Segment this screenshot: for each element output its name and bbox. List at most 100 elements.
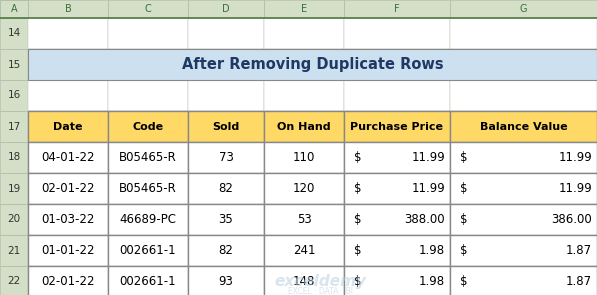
Text: 148: 148: [293, 275, 315, 288]
Bar: [264, 18, 344, 49]
Bar: [108, 235, 188, 266]
Bar: [108, 0, 188, 18]
Text: F: F: [394, 4, 400, 14]
Bar: [188, 266, 264, 295]
Bar: [108, 204, 188, 235]
Text: 73: 73: [219, 151, 233, 164]
Bar: [188, 18, 264, 49]
Bar: [28, 18, 108, 49]
Text: 11.99: 11.99: [411, 151, 445, 164]
Bar: [108, 142, 188, 173]
Text: Code: Code: [133, 122, 164, 132]
Bar: [28, 142, 108, 173]
Bar: [344, 235, 450, 266]
Bar: [264, 49, 344, 80]
Bar: [450, 111, 597, 142]
Text: 1.98: 1.98: [419, 244, 445, 257]
Bar: [264, 111, 344, 142]
Text: 17: 17: [7, 122, 21, 132]
Text: E: E: [301, 4, 307, 14]
Bar: [450, 18, 597, 49]
Text: B05465-R: B05465-R: [119, 151, 177, 164]
Text: 11.99: 11.99: [558, 151, 592, 164]
Bar: [108, 204, 188, 235]
Bar: [344, 235, 450, 266]
Bar: [264, 235, 344, 266]
Text: 20: 20: [7, 214, 20, 224]
Text: Date: Date: [53, 122, 83, 132]
Bar: [344, 173, 450, 204]
Text: After Removing Duplicate Rows: After Removing Duplicate Rows: [181, 57, 444, 72]
Bar: [450, 173, 597, 204]
Bar: [188, 204, 264, 235]
Bar: [28, 266, 108, 295]
Text: $: $: [460, 213, 467, 226]
Text: C: C: [144, 4, 152, 14]
Bar: [0, 235, 28, 266]
Bar: [450, 235, 597, 266]
Bar: [264, 173, 344, 204]
Text: 16: 16: [7, 91, 21, 101]
Bar: [344, 80, 450, 111]
Bar: [0, 80, 28, 111]
Bar: [28, 49, 597, 80]
Bar: [0, 111, 28, 142]
Text: $: $: [460, 182, 467, 195]
Bar: [450, 111, 597, 142]
Bar: [450, 266, 597, 295]
Bar: [0, 0, 28, 18]
Bar: [264, 142, 344, 173]
Bar: [450, 266, 597, 295]
Bar: [264, 235, 344, 266]
Text: $: $: [460, 151, 467, 164]
Text: 93: 93: [219, 275, 233, 288]
Bar: [264, 0, 344, 18]
Text: 110: 110: [293, 151, 315, 164]
Bar: [188, 0, 264, 18]
Text: Balance Value: Balance Value: [479, 122, 567, 132]
Bar: [450, 49, 597, 80]
Bar: [0, 142, 28, 173]
Bar: [108, 235, 188, 266]
Bar: [108, 80, 188, 111]
Bar: [28, 0, 108, 18]
Text: 14: 14: [7, 29, 21, 39]
Bar: [450, 235, 597, 266]
Text: 01-01-22: 01-01-22: [41, 244, 95, 257]
Bar: [0, 0, 28, 18]
Bar: [450, 80, 597, 111]
Bar: [344, 204, 450, 235]
Text: 241: 241: [293, 244, 315, 257]
Bar: [108, 173, 188, 204]
Bar: [0, 204, 28, 235]
Bar: [188, 266, 264, 295]
Text: G: G: [520, 4, 527, 14]
Bar: [28, 111, 108, 142]
Text: 82: 82: [219, 244, 233, 257]
Bar: [28, 142, 108, 173]
Bar: [188, 142, 264, 173]
Bar: [188, 235, 264, 266]
Text: 02-01-22: 02-01-22: [41, 275, 95, 288]
Bar: [264, 266, 344, 295]
Bar: [188, 235, 264, 266]
Bar: [188, 204, 264, 235]
Text: A: A: [11, 4, 17, 14]
Bar: [28, 80, 108, 111]
Bar: [0, 18, 28, 49]
Bar: [28, 204, 108, 235]
Text: 04-01-22: 04-01-22: [41, 151, 95, 164]
Bar: [344, 266, 450, 295]
Text: exceldemy: exceldemy: [274, 274, 366, 289]
Bar: [188, 173, 264, 204]
Text: 11.99: 11.99: [411, 182, 445, 195]
Bar: [344, 266, 450, 295]
Text: $: $: [354, 151, 362, 164]
Text: 35: 35: [219, 213, 233, 226]
Bar: [344, 173, 450, 204]
Bar: [344, 142, 450, 173]
Bar: [28, 111, 108, 142]
Text: 21: 21: [7, 245, 21, 255]
Text: 82: 82: [219, 182, 233, 195]
Bar: [264, 173, 344, 204]
